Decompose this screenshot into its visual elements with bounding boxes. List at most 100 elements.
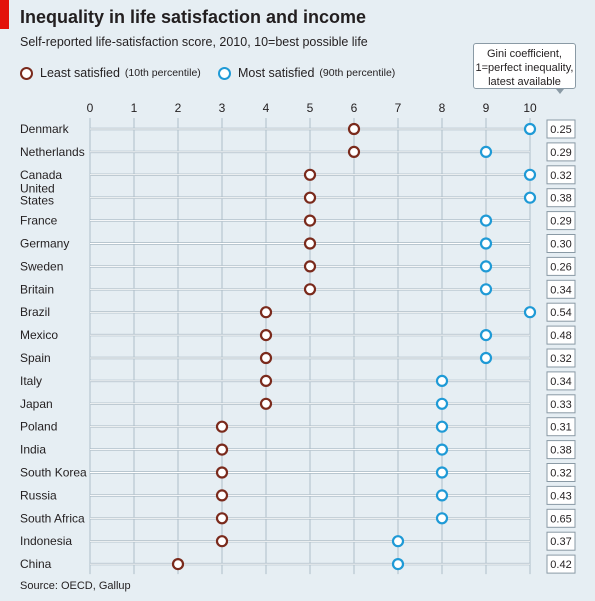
chart-subtitle: Self-reported life-satisfaction score, 2… xyxy=(20,35,368,49)
category-label: Mexico xyxy=(20,328,58,342)
least-satisfied-point xyxy=(347,122,361,136)
least-satisfied-point xyxy=(259,374,273,387)
gini-value-box xyxy=(546,371,576,391)
gini-value-box xyxy=(546,188,576,208)
gini-value-label: 0.65 xyxy=(550,513,571,525)
category-label: Sweden xyxy=(20,259,63,273)
category-label: Netherlands xyxy=(20,145,85,159)
gini-value-box xyxy=(546,485,576,505)
gini-note-line-2: 1=perfect inequality, xyxy=(475,62,574,74)
category-label: Canada xyxy=(20,168,62,182)
category-label: Britain xyxy=(20,282,54,296)
most-satisfied-point xyxy=(435,420,449,433)
gini-value-box xyxy=(546,165,576,185)
x-tick-label: 9 xyxy=(483,101,490,115)
legend-most-label: Most satisfied xyxy=(238,66,315,80)
x-tick-label: 10 xyxy=(523,101,537,115)
category-label: Denmark xyxy=(20,122,70,136)
most-satisfied-point xyxy=(523,306,537,319)
most-satisfied-point xyxy=(435,489,449,502)
gini-value-label: 0.34 xyxy=(550,284,571,296)
gini-value-box xyxy=(546,554,576,574)
gini-value-label: 0.48 xyxy=(550,330,571,342)
legend-most: Most satisfied (90th percentile) xyxy=(218,66,395,80)
least-satisfied-point xyxy=(215,443,229,456)
gini-value-box xyxy=(546,211,576,231)
gini-value-label: 0.26 xyxy=(550,261,571,273)
gini-value-box xyxy=(546,463,576,482)
least-satisfied-point xyxy=(303,191,317,204)
gini-value-box xyxy=(546,279,576,299)
category-label: South Korea xyxy=(20,466,87,480)
gini-value-label: 0.32 xyxy=(550,170,571,182)
gini-value-box xyxy=(546,256,576,276)
gini-value-box xyxy=(546,142,576,162)
gini-value-box xyxy=(546,394,576,414)
gini-value-label: 0.32 xyxy=(550,468,571,480)
most-satisfied-point xyxy=(479,237,493,250)
category-label: Brazil xyxy=(20,305,50,319)
x-tick-label: 5 xyxy=(307,101,314,115)
x-tick-label: 4 xyxy=(263,101,270,115)
x-tick-label: 8 xyxy=(439,101,446,115)
legend-least-sub: (10th percentile) xyxy=(124,67,201,79)
legend-most-marker-icon xyxy=(218,66,231,80)
gini-value-label: 0.32 xyxy=(550,353,571,365)
category-label: States xyxy=(20,194,54,208)
category-label: United xyxy=(20,182,55,196)
gini-value-box xyxy=(546,348,576,368)
most-satisfied-point xyxy=(479,351,493,365)
gini-value-label: 0.29 xyxy=(550,147,571,159)
legend-most-sub: (90th percentile) xyxy=(319,67,396,79)
most-satisfied-point xyxy=(479,145,493,158)
brand-accent-tab xyxy=(0,0,9,29)
gini-value-box xyxy=(546,417,576,437)
most-satisfied-point xyxy=(435,397,449,410)
most-satisfied-point xyxy=(435,512,449,525)
gini-value-box xyxy=(546,234,576,253)
x-tick-label: 6 xyxy=(351,101,358,115)
gini-value-label: 0.31 xyxy=(550,422,571,434)
gini-value-box xyxy=(546,119,576,139)
most-satisfied-point xyxy=(435,443,449,456)
category-label: Poland xyxy=(20,420,57,434)
least-satisfied-point xyxy=(215,420,229,433)
gini-value-label: 0.43 xyxy=(550,490,571,502)
gini-value-box xyxy=(546,440,576,460)
gini-value-box xyxy=(546,508,576,528)
category-label: Italy xyxy=(20,374,42,388)
most-satisfied-point xyxy=(479,214,493,227)
least-satisfied-point xyxy=(259,397,273,410)
gini-value-label: 0.54 xyxy=(550,307,571,319)
gini-value-label: 0.38 xyxy=(550,193,571,205)
x-tick-label: 1 xyxy=(131,101,138,115)
gini-value-label: 0.30 xyxy=(550,239,571,251)
most-satisfied-point xyxy=(479,329,493,342)
x-tick-label: 3 xyxy=(219,101,226,115)
most-satisfied-point xyxy=(523,168,537,181)
category-label: Germany xyxy=(20,237,69,251)
most-satisfied-point xyxy=(435,374,449,387)
least-satisfied-point xyxy=(303,283,317,296)
x-tick-label: 7 xyxy=(395,101,402,115)
gini-value-label: 0.37 xyxy=(550,536,571,548)
least-satisfied-point xyxy=(347,145,361,158)
category-label: China xyxy=(20,557,52,571)
least-satisfied-point xyxy=(259,306,273,319)
legend-least: Least satisfied (10th percentile) xyxy=(20,66,201,80)
gini-value-label: 0.25 xyxy=(550,124,571,136)
chart-title: Inequality in life satisfaction and inco… xyxy=(20,7,367,27)
gini-note-line-1: Gini coefficient, xyxy=(486,48,562,60)
least-satisfied-point xyxy=(215,535,229,548)
category-label: Russia xyxy=(20,488,57,502)
least-satisfied-point xyxy=(303,214,317,227)
gini-value-label: 0.38 xyxy=(550,445,571,457)
gini-value-label: 0.42 xyxy=(550,559,571,571)
least-satisfied-point xyxy=(303,260,317,273)
category-label: France xyxy=(20,214,58,228)
most-satisfied-point xyxy=(479,283,493,296)
least-satisfied-point xyxy=(259,329,273,342)
source-note: Source: OECD, Gallup xyxy=(20,580,131,592)
gini-value-box xyxy=(546,325,576,345)
